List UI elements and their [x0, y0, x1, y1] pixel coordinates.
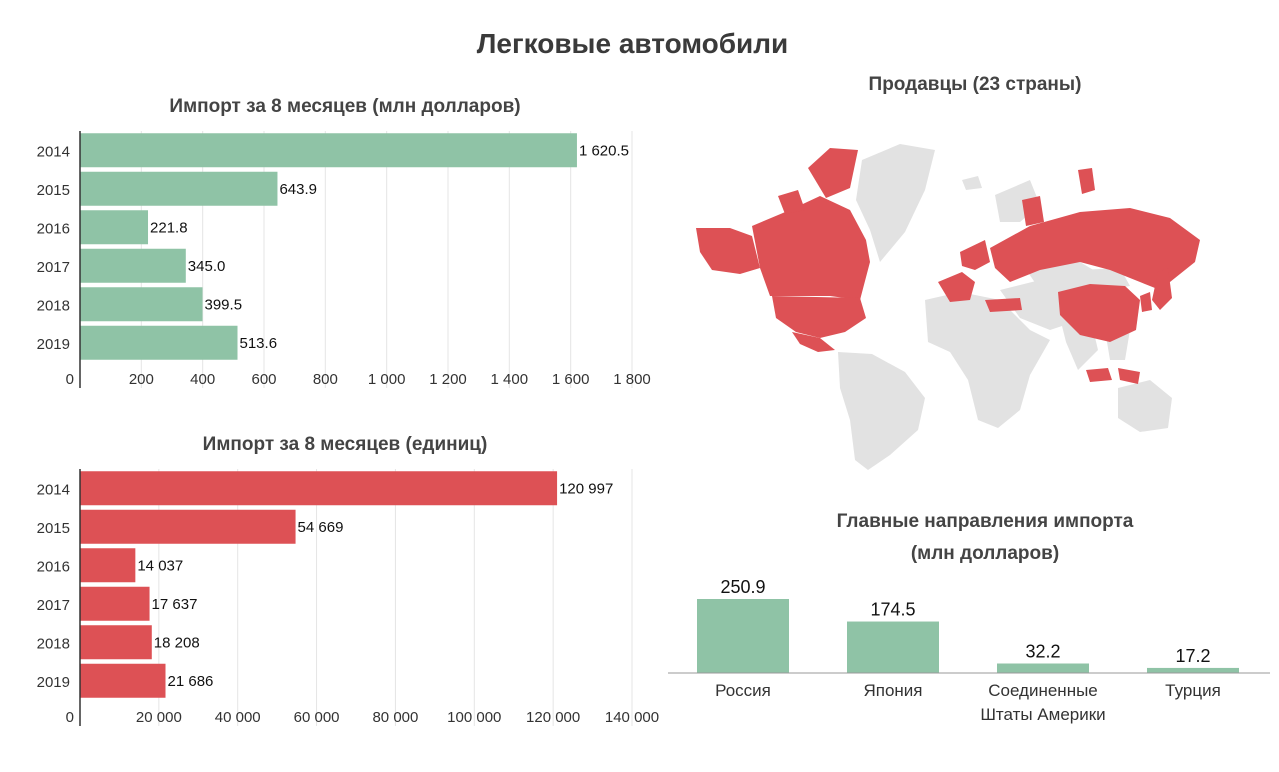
usd-tick-label: 400: [190, 371, 215, 388]
dest-bar-0: [697, 599, 789, 673]
units-bar-2015: [80, 509, 296, 544]
usd-category-label: 2014: [37, 143, 70, 160]
usd-bar-2019: [80, 325, 238, 360]
usd-bar-2018: [80, 287, 203, 322]
usd-bar-2015: [80, 171, 278, 206]
usd-value-label: 1 620.5: [579, 142, 629, 159]
usd-tick-label: 0: [66, 371, 74, 388]
units-value-label: 14 037: [137, 557, 183, 574]
usd-category-label: 2016: [37, 220, 70, 237]
usd-value-label: 513.6: [240, 335, 278, 352]
units-tick-label: 0: [66, 709, 74, 726]
units-bar-2019: [80, 663, 166, 698]
units-bar-2018: [80, 625, 152, 660]
usd-bar-2014: [80, 133, 577, 168]
units-tick-label: 80 000: [372, 709, 418, 726]
usd-tick-label: 200: [129, 371, 154, 388]
chart-import-units: 2014 120 997 2015 54 669 2016 14 037 2017 17 63…: [37, 469, 659, 726]
units-value-label: 18 208: [154, 634, 200, 651]
map-title: Продавцы (23 страны): [868, 74, 1082, 95]
dest-value-label: 17.2: [1175, 646, 1210, 666]
usd-category-label: 2017: [37, 259, 70, 276]
usd-tick-label: 600: [251, 371, 276, 388]
usd-category-label: 2019: [37, 336, 70, 353]
dest-bar-3: [1147, 667, 1239, 673]
map-gray-land: [838, 144, 1172, 470]
usd-tick-label: 1 200: [429, 371, 467, 388]
dest-value-label: 174.5: [870, 600, 915, 620]
chart-import-usd: 2014 1 620.5 2015 643.9 2016 221.8 2017 345.0 20…: [37, 131, 651, 388]
units-category-label: 2019: [37, 674, 70, 691]
units-category-label: 2017: [37, 597, 70, 614]
units-bar-2017: [80, 586, 150, 621]
units-bar-2014: [80, 471, 558, 506]
page-title: Легковые автомобили: [476, 28, 789, 59]
dest-category-label: Россия: [715, 681, 771, 700]
units-category-label: 2016: [37, 558, 70, 575]
units-category-label: 2015: [37, 520, 70, 537]
usd-category-label: 2015: [37, 182, 70, 199]
usd-tick-label: 1 800: [613, 371, 651, 388]
units-value-label: 21 686: [168, 673, 214, 690]
usd-bar-2017: [80, 248, 186, 283]
map-seller-countries: [696, 148, 1200, 384]
usd-bar-2016: [80, 210, 149, 245]
dest-category-label: Япония: [863, 681, 922, 700]
dest-category-label: Соединенные: [988, 681, 1098, 700]
usd-value-label: 643.9: [279, 181, 317, 198]
units-tick-label: 140 000: [605, 709, 659, 726]
dest-category-label: Штаты Америки: [980, 705, 1105, 724]
usd-tick-label: 1 600: [552, 371, 590, 388]
chart-usd-title: Импорт за 8 месяцев (млн долларов): [169, 96, 521, 117]
usd-tick-label: 800: [313, 371, 338, 388]
usd-tick-label: 1 000: [368, 371, 406, 388]
units-category-label: 2018: [37, 635, 70, 652]
units-value-label: 54 669: [298, 519, 344, 536]
units-bar-2016: [80, 548, 136, 583]
dest-bar-2: [997, 663, 1089, 673]
usd-value-label: 221.8: [150, 219, 188, 236]
units-value-label: 120 997: [559, 480, 613, 497]
destinations-title: Главные направления импорта (млн долларо…: [836, 511, 1134, 564]
dest-value-label: 250.9: [720, 577, 765, 597]
dest-category-label: Турция: [1165, 681, 1221, 700]
chart-units-title: Импорт за 8 месяцев (единиц): [202, 434, 488, 455]
units-category-label: 2014: [37, 481, 70, 498]
usd-category-label: 2018: [37, 297, 70, 314]
units-tick-label: 100 000: [447, 709, 501, 726]
sellers-world-map: [696, 144, 1200, 470]
units-tick-label: 40 000: [215, 709, 261, 726]
units-value-label: 17 637: [152, 596, 198, 613]
usd-value-label: 345.0: [188, 258, 226, 275]
units-tick-label: 20 000: [136, 709, 182, 726]
dest-bar-1: [847, 621, 939, 673]
units-tick-label: 60 000: [294, 709, 340, 726]
dest-value-label: 32.2: [1025, 642, 1060, 662]
usd-tick-label: 1 400: [491, 371, 529, 388]
usd-value-label: 399.5: [205, 296, 243, 313]
units-tick-label: 120 000: [526, 709, 580, 726]
